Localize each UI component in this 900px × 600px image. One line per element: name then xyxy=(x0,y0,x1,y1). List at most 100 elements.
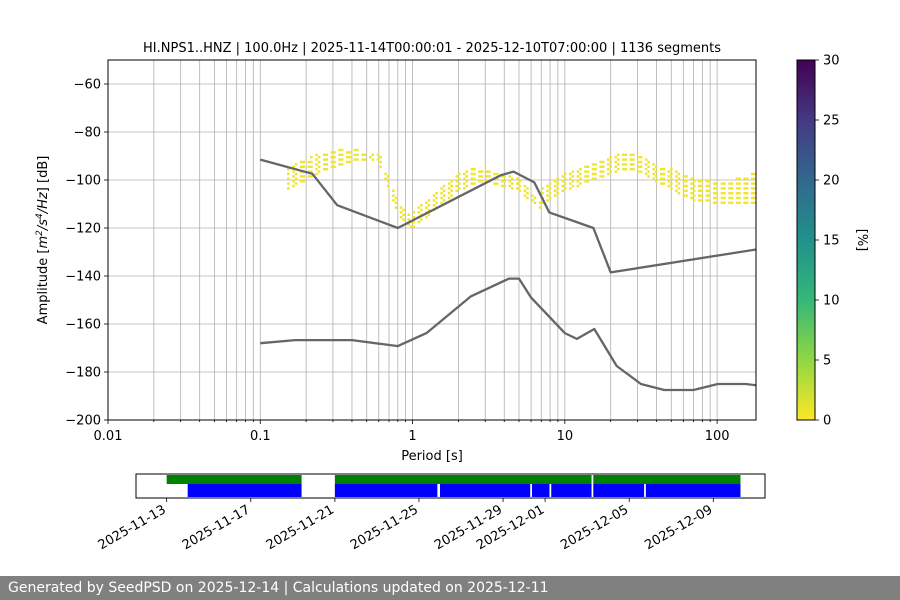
heatmap-cell-sparse xyxy=(700,194,703,197)
plot-frame xyxy=(107,59,757,421)
heatmap-cell-sparse xyxy=(622,158,625,161)
heatmap-cell-sparse xyxy=(420,208,423,212)
heatmap-cell-sparse xyxy=(330,160,334,164)
heatmap-cell-sparse xyxy=(639,170,643,173)
heatmap-cell-sparse xyxy=(307,170,311,173)
heatmap-cell-sparse xyxy=(576,175,580,178)
heatmap-cell-sparse xyxy=(363,153,367,156)
heatmap-cell-sparse xyxy=(480,180,484,183)
heatmap-cell-sparse xyxy=(750,196,754,200)
heatmap-cell-sparse xyxy=(697,199,701,202)
colorbar-tick-label: 20 xyxy=(823,174,840,189)
heatmap-cell-sparse xyxy=(692,180,696,183)
heatmap-cell-sparse xyxy=(670,177,673,180)
timeline-tick-label: 2025-11-13 xyxy=(96,502,169,553)
heatmap-cell-sparse xyxy=(728,196,731,200)
heatmap-cell-sparse xyxy=(690,192,693,195)
heatmap-cell-sparse xyxy=(599,175,602,178)
heatmap-cell-sparse xyxy=(624,163,628,166)
heatmap-cell-sparse xyxy=(447,182,451,185)
heatmap-cell-sparse xyxy=(715,182,719,185)
heatmap-cell-sparse xyxy=(644,158,648,161)
heatmap-cell-sparse xyxy=(743,187,746,190)
footer-bar: Generated by SeedPSD on 2025-12-14 | Cal… xyxy=(0,576,900,600)
heatmap-cell-sparse xyxy=(440,201,443,204)
heatmap-cell-sparse xyxy=(538,206,542,209)
heatmap-cell-sparse xyxy=(345,160,349,164)
heatmap-cell-sparse xyxy=(690,182,693,185)
heatmap-cell-sparse xyxy=(310,170,313,173)
heatmap-cell-sparse xyxy=(299,165,303,168)
heatmap-cell-sparse xyxy=(399,211,403,214)
heatmap-cell-sparse xyxy=(478,180,481,183)
heatmap-cell-sparse xyxy=(601,170,605,173)
psd-plot-area xyxy=(107,59,757,421)
heatmap-cell-sparse xyxy=(315,172,318,176)
heatmap-cell-sparse xyxy=(394,196,398,200)
heatmap-cell-sparse xyxy=(402,218,405,221)
heatmap-cell-sparse xyxy=(730,201,734,204)
colorbar: 0 5 10 15 20 25 30 [%] xyxy=(796,54,869,429)
heatmap-cell-sparse xyxy=(379,165,382,168)
heatmap-cell-sparse xyxy=(412,225,416,228)
heatmap-cell-sparse xyxy=(348,160,352,164)
heatmap-cell-sparse xyxy=(579,172,582,176)
heatmap-cell-sparse xyxy=(591,172,595,176)
heatmap-cell-sparse xyxy=(738,187,741,190)
heatmap-cell-sparse xyxy=(541,192,544,195)
heatmap-cell-sparse xyxy=(624,158,628,161)
heatmap-cell-sparse xyxy=(617,158,620,161)
heatmap-cell-sparse xyxy=(435,192,438,195)
heatmap-cell-sparse xyxy=(384,172,387,176)
heatmap-cell-sparse xyxy=(730,187,734,190)
heatmap-cell-sparse xyxy=(662,182,666,185)
heatmap-cell-sparse xyxy=(743,177,746,180)
heatmap-cell-sparse xyxy=(690,196,693,200)
heatmap-cell-sparse xyxy=(379,156,382,159)
heatmap-cell-sparse xyxy=(576,184,580,188)
heatmap-cell-sparse xyxy=(292,184,295,188)
heatmap-cell-sparse xyxy=(713,196,716,200)
heatmap-cell-sparse xyxy=(715,196,719,200)
heatmap-cell-sparse xyxy=(579,182,582,185)
heatmap-cell-sparse xyxy=(652,177,655,180)
heatmap-cell-sparse xyxy=(440,187,443,190)
heatmap-cell-sparse xyxy=(730,196,734,200)
heatmap-cell-sparse xyxy=(606,168,610,171)
psd-segment-bar xyxy=(187,484,302,497)
heatmap-cell-sparse xyxy=(361,158,364,161)
heatmap-cell-sparse xyxy=(392,199,395,202)
heatmap-cell-sparse xyxy=(738,192,741,195)
heatmap-cell-sparse xyxy=(442,184,446,188)
heatmap-cell-sparse xyxy=(457,182,461,185)
heatmap-cell-sparse xyxy=(677,172,681,176)
heatmap-cell-sparse xyxy=(614,160,618,164)
heatmap-cell-sparse xyxy=(425,206,428,209)
heatmap-cell-sparse xyxy=(591,177,595,180)
heatmap-cell-sparse xyxy=(576,170,580,173)
heatmap-cell-sparse xyxy=(692,194,696,197)
heatmap-cell-sparse xyxy=(637,165,640,168)
heatmap-cell-sparse xyxy=(363,158,367,161)
heatmap-cell-sparse xyxy=(591,168,595,171)
timeline-tick-label: 2025-12-09 xyxy=(642,502,715,553)
heatmap-cell-sparse xyxy=(516,182,519,185)
heatmap-cell-sparse xyxy=(315,168,318,171)
heatmap-cell-sparse xyxy=(394,201,398,204)
heatmap-cell-sparse xyxy=(682,184,686,188)
heatmap-cell-sparse xyxy=(738,196,741,200)
heatmap-cell-sparse xyxy=(576,180,580,183)
heatmap-cell-sparse xyxy=(402,208,405,212)
heatmap-cell-sparse xyxy=(450,184,453,188)
heatmap-cell-sparse xyxy=(720,192,724,195)
y-tick-label: −180 xyxy=(65,366,101,381)
heatmap-cell-sparse xyxy=(720,201,724,204)
heatmap-cell-sparse xyxy=(563,182,567,185)
heatmap-cell-sparse xyxy=(442,199,446,202)
heatmap-cell-sparse xyxy=(315,163,318,166)
heatmap-cell-sparse xyxy=(579,168,582,171)
heatmap-cell-sparse xyxy=(333,156,336,159)
heatmap-cell-sparse xyxy=(715,192,719,195)
psd-segment-bar xyxy=(334,484,438,497)
heatmap-cell-sparse xyxy=(407,218,411,221)
